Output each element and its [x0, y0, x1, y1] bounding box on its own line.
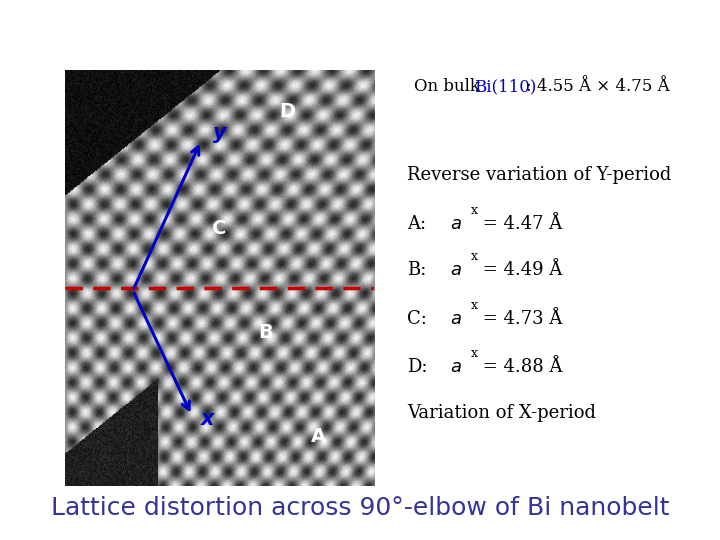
Text: Variation of X-period: Variation of X-period — [407, 404, 596, 422]
Text: $\mathit{a}$: $\mathit{a}$ — [450, 215, 462, 233]
Text: = 4.88 Å: = 4.88 Å — [477, 358, 562, 376]
Text: On bulk: On bulk — [414, 78, 485, 95]
Text: x: x — [471, 250, 478, 263]
Text: Lattice distortion across 90°-elbow of Bi nanobelt: Lattice distortion across 90°-elbow of B… — [50, 496, 670, 519]
Text: Reverse variation of Y-period: Reverse variation of Y-period — [407, 166, 671, 185]
Text: D:: D: — [407, 358, 427, 376]
Text: D: D — [279, 102, 296, 122]
Text: x: x — [201, 409, 215, 429]
Text: B: B — [258, 323, 274, 342]
Text: = 4.73 Å: = 4.73 Å — [477, 309, 562, 328]
Text: $\mathit{a}$: $\mathit{a}$ — [450, 309, 462, 328]
Text: : 4.55 Å × 4.75 Å: : 4.55 Å × 4.75 Å — [526, 78, 669, 95]
Text: = 4.49 Å: = 4.49 Å — [477, 261, 562, 279]
Text: y: y — [213, 123, 227, 143]
Text: Bi(110): Bi(110) — [474, 78, 536, 95]
Text: x: x — [471, 347, 478, 360]
Text: C: C — [212, 219, 227, 238]
Text: $\mathit{a}$: $\mathit{a}$ — [450, 358, 462, 376]
Text: A: A — [311, 427, 326, 446]
Text: B:: B: — [407, 261, 426, 279]
Text: A:: A: — [407, 215, 426, 233]
Text: x: x — [471, 299, 478, 312]
Text: C:: C: — [407, 309, 427, 328]
Text: x: x — [471, 204, 478, 217]
Text: = 4.47 Å: = 4.47 Å — [477, 215, 562, 233]
Text: $\mathit{a}$: $\mathit{a}$ — [450, 261, 462, 279]
